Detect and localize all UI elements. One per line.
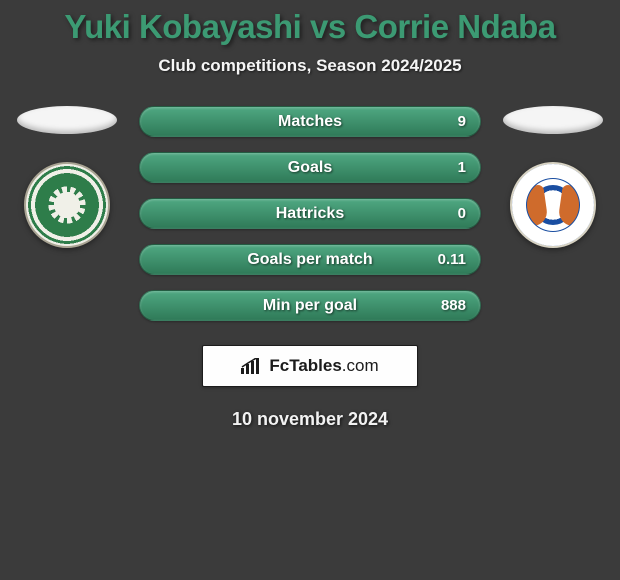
stat-label: Goals per match bbox=[140, 251, 480, 269]
stat-label: Matches bbox=[140, 113, 480, 131]
stat-row: Hattricks0 bbox=[139, 198, 481, 229]
snapshot-date: 10 november 2024 bbox=[0, 409, 620, 430]
stat-value-right: 0.11 bbox=[438, 251, 466, 268]
stat-value-right: 0 bbox=[458, 205, 466, 222]
brand-name: FcTables bbox=[269, 356, 341, 375]
bar-chart-icon bbox=[241, 358, 263, 374]
stat-bars: Matches9Goals1Hattricks0Goals per match0… bbox=[139, 106, 481, 321]
page-title: Yuki Kobayashi vs Corrie Ndaba bbox=[0, 8, 620, 46]
stat-value-right: 9 bbox=[458, 113, 466, 130]
left-club-crest bbox=[24, 162, 110, 248]
subtitle: Club competitions, Season 2024/2025 bbox=[0, 56, 620, 76]
stat-label: Min per goal bbox=[140, 297, 480, 315]
stat-row: Goals1 bbox=[139, 152, 481, 183]
stats-area: Matches9Goals1Hattricks0Goals per match0… bbox=[0, 106, 620, 321]
stat-value-right: 1 bbox=[458, 159, 466, 176]
stat-label: Hattricks bbox=[140, 205, 480, 223]
stat-row: Min per goal888 bbox=[139, 290, 481, 321]
stat-row: Goals per match0.11 bbox=[139, 244, 481, 275]
right-player-avatar-placeholder bbox=[503, 106, 603, 134]
brand-text: FcTables.com bbox=[269, 356, 378, 376]
stat-row: Matches9 bbox=[139, 106, 481, 137]
stat-label: Goals bbox=[140, 159, 480, 177]
right-club-crest bbox=[510, 162, 596, 248]
right-column bbox=[503, 106, 603, 248]
comparison-card: Yuki Kobayashi vs Corrie Ndaba Club comp… bbox=[0, 0, 620, 580]
left-player-avatar-placeholder bbox=[17, 106, 117, 134]
stat-value-right: 888 bbox=[441, 297, 466, 314]
brand-badge: FcTables.com bbox=[202, 345, 418, 387]
left-column bbox=[17, 106, 117, 248]
brand-suffix: .com bbox=[342, 356, 379, 375]
